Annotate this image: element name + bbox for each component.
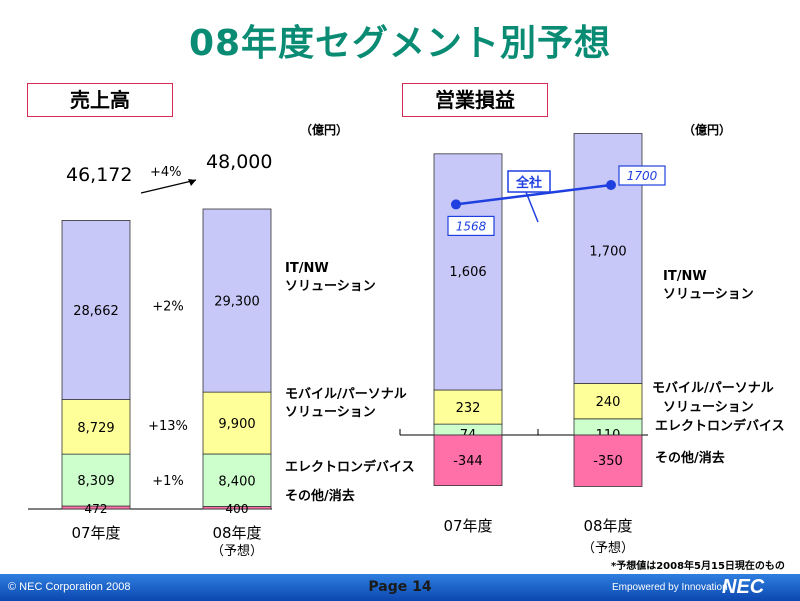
profit-total-point-1 bbox=[606, 180, 616, 190]
sales-bar-electron-1 bbox=[202, 453, 272, 507]
profit-legend-1: ソリューション bbox=[663, 287, 754, 302]
sales-value-label-it-nw-1: 29,300 bbox=[214, 295, 260, 310]
profit-unit-label: （億円） bbox=[683, 123, 732, 137]
forecast-note: *予想値は2008年5月15日現在のもの bbox=[611, 561, 785, 572]
sales-bar-mobile-1 bbox=[202, 391, 272, 455]
sales-bar-it-nw-1 bbox=[202, 208, 272, 393]
profit-category-sub-1: （予想） bbox=[582, 540, 634, 556]
sales-category-label-0: 07年度 bbox=[71, 524, 120, 542]
profit-value-label-other-0: -344 bbox=[453, 454, 483, 469]
profit-category-label-1: 08年度 bbox=[583, 517, 632, 535]
profit-total-value-label-1: 1700 bbox=[627, 169, 658, 183]
profit-bar-mobile-0 bbox=[433, 389, 503, 425]
sales-value-label-it-nw-0: 28,662 bbox=[73, 304, 119, 319]
profit-total-value-box-0 bbox=[447, 215, 495, 237]
profit-chart: 742321,606-34407年度1102401,700-35008年度（予想… bbox=[399, 133, 785, 556]
profit-total-value-box-1 bbox=[618, 165, 666, 186]
profit-value-label-it-nw-0: 1,606 bbox=[449, 265, 486, 280]
profit-bar-mobile-1 bbox=[573, 383, 643, 420]
sales-bar-it-nw-0 bbox=[61, 220, 131, 400]
profit-value-label-other-1: -350 bbox=[593, 454, 623, 469]
copyright-text: © NEC Corporation 2008 bbox=[8, 581, 131, 593]
profit-legend-0: IT/NW bbox=[663, 269, 707, 284]
profit-callout-pointer bbox=[525, 191, 539, 223]
sales-total-growth: +4% bbox=[150, 165, 182, 180]
sales-section-label: 売上高 bbox=[27, 83, 173, 117]
profit-legend-2: モバイル/パーソナル bbox=[652, 381, 774, 396]
page-number: Page 14 bbox=[368, 579, 432, 595]
sales-value-label-mobile-1: 9,900 bbox=[218, 417, 255, 432]
sales-unit-label: （億円） bbox=[300, 123, 349, 137]
profit-total-callout-label: 全社 bbox=[515, 175, 542, 191]
profit-total-value-label-0: 1568 bbox=[456, 219, 487, 233]
profit-bar-other-0 bbox=[433, 434, 503, 486]
sales-legend-5: その他/消去 bbox=[285, 488, 355, 504]
footer-bar: © NEC Corporation 2008 Page 14 Empowered… bbox=[0, 574, 800, 601]
tagline-text: Empowered by Innovation bbox=[612, 582, 728, 593]
sales-value-label-mobile-0: 8,729 bbox=[77, 421, 114, 436]
sales-value-label-electron-1: 8,400 bbox=[218, 474, 255, 489]
sales-growth-electron: +1% bbox=[152, 474, 184, 489]
nec-logo: NEC bbox=[722, 576, 765, 598]
profit-total-callout-box bbox=[507, 170, 551, 193]
sales-value-label-other-0: 472 bbox=[85, 502, 108, 516]
sales-value-label-electron-0: 8,309 bbox=[77, 474, 114, 489]
sales-total-label-0: 46,172 bbox=[66, 164, 132, 186]
page-title: 08年度セグメント別予想 bbox=[188, 23, 612, 64]
sales-legend-0: IT/NW bbox=[285, 261, 329, 276]
sales-growth-it-nw: +2% bbox=[152, 299, 184, 314]
profit-legend-4: エレクトロンデバイス bbox=[655, 418, 785, 434]
sales-legend-3: ソリューション bbox=[285, 405, 376, 420]
profit-value-label-mobile-0: 232 bbox=[456, 401, 481, 416]
profit-bar-other-1 bbox=[573, 434, 643, 487]
sales-legend-2: モバイル/パーソナル bbox=[285, 387, 407, 402]
profit-legend-5: その他/消去 bbox=[655, 450, 725, 466]
profit-total-line bbox=[455, 183, 612, 206]
sales-growth-arrowhead bbox=[188, 179, 196, 186]
profit-section-label: 営業損益 bbox=[402, 83, 548, 117]
sales-total-label-1: 48,000 bbox=[206, 151, 272, 173]
sales-bar-mobile-0 bbox=[61, 399, 131, 455]
sales-value-label-other-1: 400 bbox=[226, 502, 249, 516]
sales-bar-electron-0 bbox=[61, 453, 131, 507]
profit-total-point-0 bbox=[451, 199, 461, 210]
sales-chart: 28,662 8,729 8,309 472 07年度 29,300 9,900 8,400 4… bbox=[28, 151, 415, 559]
profit-value-label-it-nw-1: 1,700 bbox=[589, 245, 626, 260]
sales-category-label-1: 08年度 bbox=[212, 524, 261, 542]
profit-legend-3: ソリューション bbox=[663, 400, 754, 415]
profit-bar-it-nw-0 bbox=[433, 153, 503, 391]
sales-growth-arrow bbox=[140, 179, 197, 194]
sales-growth-mobile: +13% bbox=[148, 419, 188, 434]
sales-category-sub-1: （予想） bbox=[211, 543, 263, 559]
sales-legend-1: ソリューション bbox=[285, 279, 376, 294]
profit-category-label-0: 07年度 bbox=[443, 517, 492, 535]
sales-legend-4: エレクトロンデバイス bbox=[285, 459, 415, 475]
profit-value-label-mobile-1: 240 bbox=[596, 395, 621, 410]
